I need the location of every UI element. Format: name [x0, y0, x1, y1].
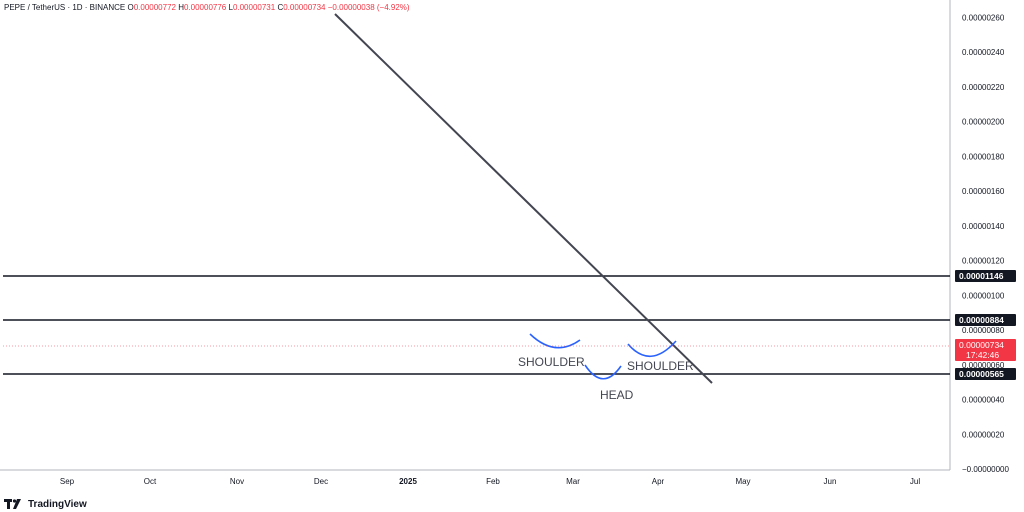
x-tick-label-6: Mar: [566, 477, 580, 486]
x-tick-label-2: Nov: [230, 477, 244, 486]
close-label: C: [277, 3, 284, 12]
close-value: 0.00000734: [283, 3, 326, 12]
left-shoulder-label: SHOULDER: [518, 355, 585, 369]
right-shoulder-label: SHOULDER: [627, 359, 694, 373]
y-tick-label-13: −0.00000000: [962, 465, 1009, 474]
y-tick-label-1: 0.00000240: [962, 48, 1005, 57]
level-tag-1: [955, 314, 1016, 326]
tradingview-logo-icon: [4, 499, 21, 509]
open-value: 0.00000772: [133, 3, 176, 12]
symbol-name[interactable]: PEPE / TetherUS · 1D · BINANCE: [4, 3, 126, 12]
level-label-0: 0.00001146: [959, 271, 1004, 281]
y-tick-label-3: 0.00000200: [962, 118, 1005, 127]
y-tick-label-4: 0.00000180: [962, 152, 1005, 161]
left-shoulder-arc: [529, 333, 581, 349]
price-axis[interactable]: 0.00000260 0.00000240 0.00000220 0.00000200…: [962, 13, 1009, 474]
level-tag-0: [955, 270, 1016, 282]
level-label-2: 0.00000565: [959, 369, 1004, 379]
symbol-header: PEPE / TetherUS · 1D · BINANCE O0.000007…: [4, 3, 410, 12]
last-price-box: [955, 339, 1016, 361]
x-tick-label-10: Jul: [910, 477, 920, 486]
high-value: 0.00000776: [183, 3, 227, 12]
x-tick-label-1: Oct: [144, 477, 157, 486]
level-labels: 0.00001146 0.00000884 0.00000565: [955, 270, 1016, 380]
x-tick-label-8: May: [735, 477, 750, 486]
y-tick-label-7: 0.00000120: [962, 257, 1005, 266]
head-arc: [584, 364, 622, 380]
change-value: −0.00000038 (−4.92%): [327, 3, 410, 12]
open-label: O: [127, 3, 134, 12]
right-shoulder-arc: [627, 340, 677, 358]
x-tick-label-3: Dec: [314, 477, 328, 486]
time-axis[interactable]: Sep Oct Nov Dec 2025 Feb Mar Apr May Jun Jul: [60, 477, 920, 486]
high-label: H: [178, 3, 184, 12]
y-tick-label-9: 0.00000080: [962, 326, 1005, 335]
y-tick-label-12: 0.00000020: [962, 430, 1005, 439]
pattern-labels: SHOULDER HEAD SHOULDER: [518, 355, 694, 402]
head-and-shoulders-arcs: [529, 333, 677, 380]
x-tick-label-7: Apr: [652, 477, 665, 486]
low-label: L: [228, 3, 233, 12]
y-tick-label-11: 0.00000040: [962, 396, 1005, 405]
chart-area-border: [0, 0, 951, 471]
x-tick-label-5: Feb: [486, 477, 500, 486]
horizontal-levels: [3, 275, 950, 375]
y-tick-label-10: 0.00000060: [962, 361, 1005, 370]
y-tick-label-8: 0.00000100: [962, 291, 1005, 300]
head-label: HEAD: [600, 388, 634, 402]
level-tag-2: [955, 368, 1016, 380]
x-tick-label-4: 2025: [399, 477, 417, 486]
level-label-1: 0.00000884: [959, 315, 1004, 325]
last-price-label: 0.00000734: [959, 340, 1004, 350]
brand-name: TradingView: [28, 498, 87, 510]
x-tick-label-9: Jun: [824, 477, 837, 486]
x-tick-label-0: Sep: [60, 477, 75, 486]
y-tick-label-0: 0.00000260: [962, 13, 1005, 22]
y-tick-label-2: 0.00000220: [962, 83, 1005, 92]
low-value: 0.00000731: [232, 3, 276, 12]
y-tick-label-6: 0.00000140: [962, 222, 1005, 231]
y-tick-label-5: 0.00000160: [962, 187, 1005, 196]
brand-footer[interactable]: TradingView: [4, 498, 87, 510]
descending-trendline[interactable]: [334, 13, 713, 384]
bar-countdown-label: 17:42:46: [966, 350, 999, 360]
